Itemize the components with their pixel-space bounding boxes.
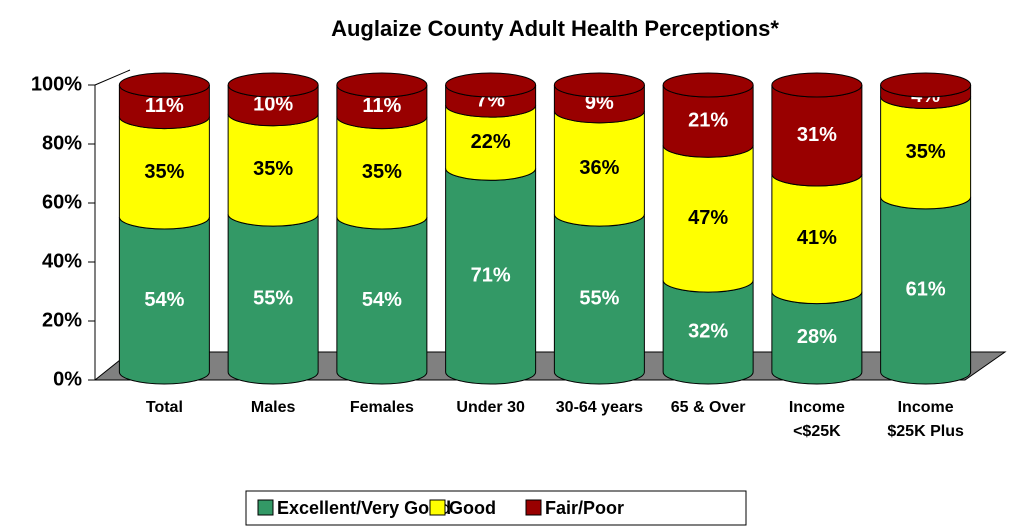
bar-top [771,72,863,98]
x-tick-label-box: Under 30 [456,399,525,416]
y-tick-label: 0% [53,368,82,390]
value-label: 11% [145,95,184,117]
legend-label: Good [449,498,496,518]
value-label: 10% [253,94,293,116]
value-label: 41% [797,227,837,249]
x-tick-label: Males [250,399,296,416]
value-label: 36% [579,157,619,179]
x-tick-label-box: 65 & Over [670,399,746,416]
legend-label: Fair/Poor [545,498,624,518]
x-tick-label-box: Income <$25K [788,399,845,440]
x-tick-label: Income $25K Plus [887,399,964,440]
x-tick-label: Total [145,399,183,416]
legend-box [245,490,747,526]
value-label: 55% [579,287,619,309]
y-tick-label: 80% [42,132,82,154]
x-tick-label-box: Females [349,399,414,416]
y-tick-label: 60% [42,191,82,213]
x-tick-label: 30-64 years [555,399,643,416]
bar-top [553,72,645,98]
bar-top [336,72,428,98]
value-label: 28% [797,326,837,348]
value-label: 47% [688,207,728,229]
bar-top [118,72,210,98]
value-label: 9% [585,92,614,114]
bar-top [662,72,754,98]
value-label: 61% [906,279,946,301]
value-label: 31% [797,124,837,146]
value-label: 11% [362,95,401,117]
y-tick-label: 40% [42,250,82,272]
x-tick-label: Females [349,399,414,416]
bar-top [880,72,972,98]
bar-top [227,72,319,98]
x-tick-label-box: Income $25K Plus [887,399,964,440]
value-label: 35% [144,161,184,183]
legend-swatch [525,499,542,516]
value-label: 55% [253,287,293,309]
legend-swatch [429,499,446,516]
value-label: 54% [362,289,402,311]
legend-label: Excellent/Very Good [277,498,451,518]
x-tick-label: Under 30 [456,399,525,416]
chart-title: Auglaize County Adult Health Perceptions… [331,16,779,41]
legend-swatch [257,499,274,516]
x-tick-label-box: Total [145,399,183,416]
y-tick-label: 100% [31,73,82,95]
x-tick-label-box: 30-64 years [555,399,643,416]
value-label: 35% [253,158,293,180]
value-label: 35% [906,141,946,163]
value-label: 32% [688,320,728,342]
value-label: 71% [471,264,511,286]
value-label: 21% [688,109,728,131]
y-tick-label: 20% [42,309,82,331]
value-label: 22% [471,131,511,153]
value-label: 35% [362,161,402,183]
value-label: 54% [144,289,184,311]
bar-top [445,72,537,98]
x-tick-label: Income <$25K [788,399,845,440]
x-tick-label: 65 & Over [670,399,746,416]
x-tick-label-box: Males [250,399,296,416]
